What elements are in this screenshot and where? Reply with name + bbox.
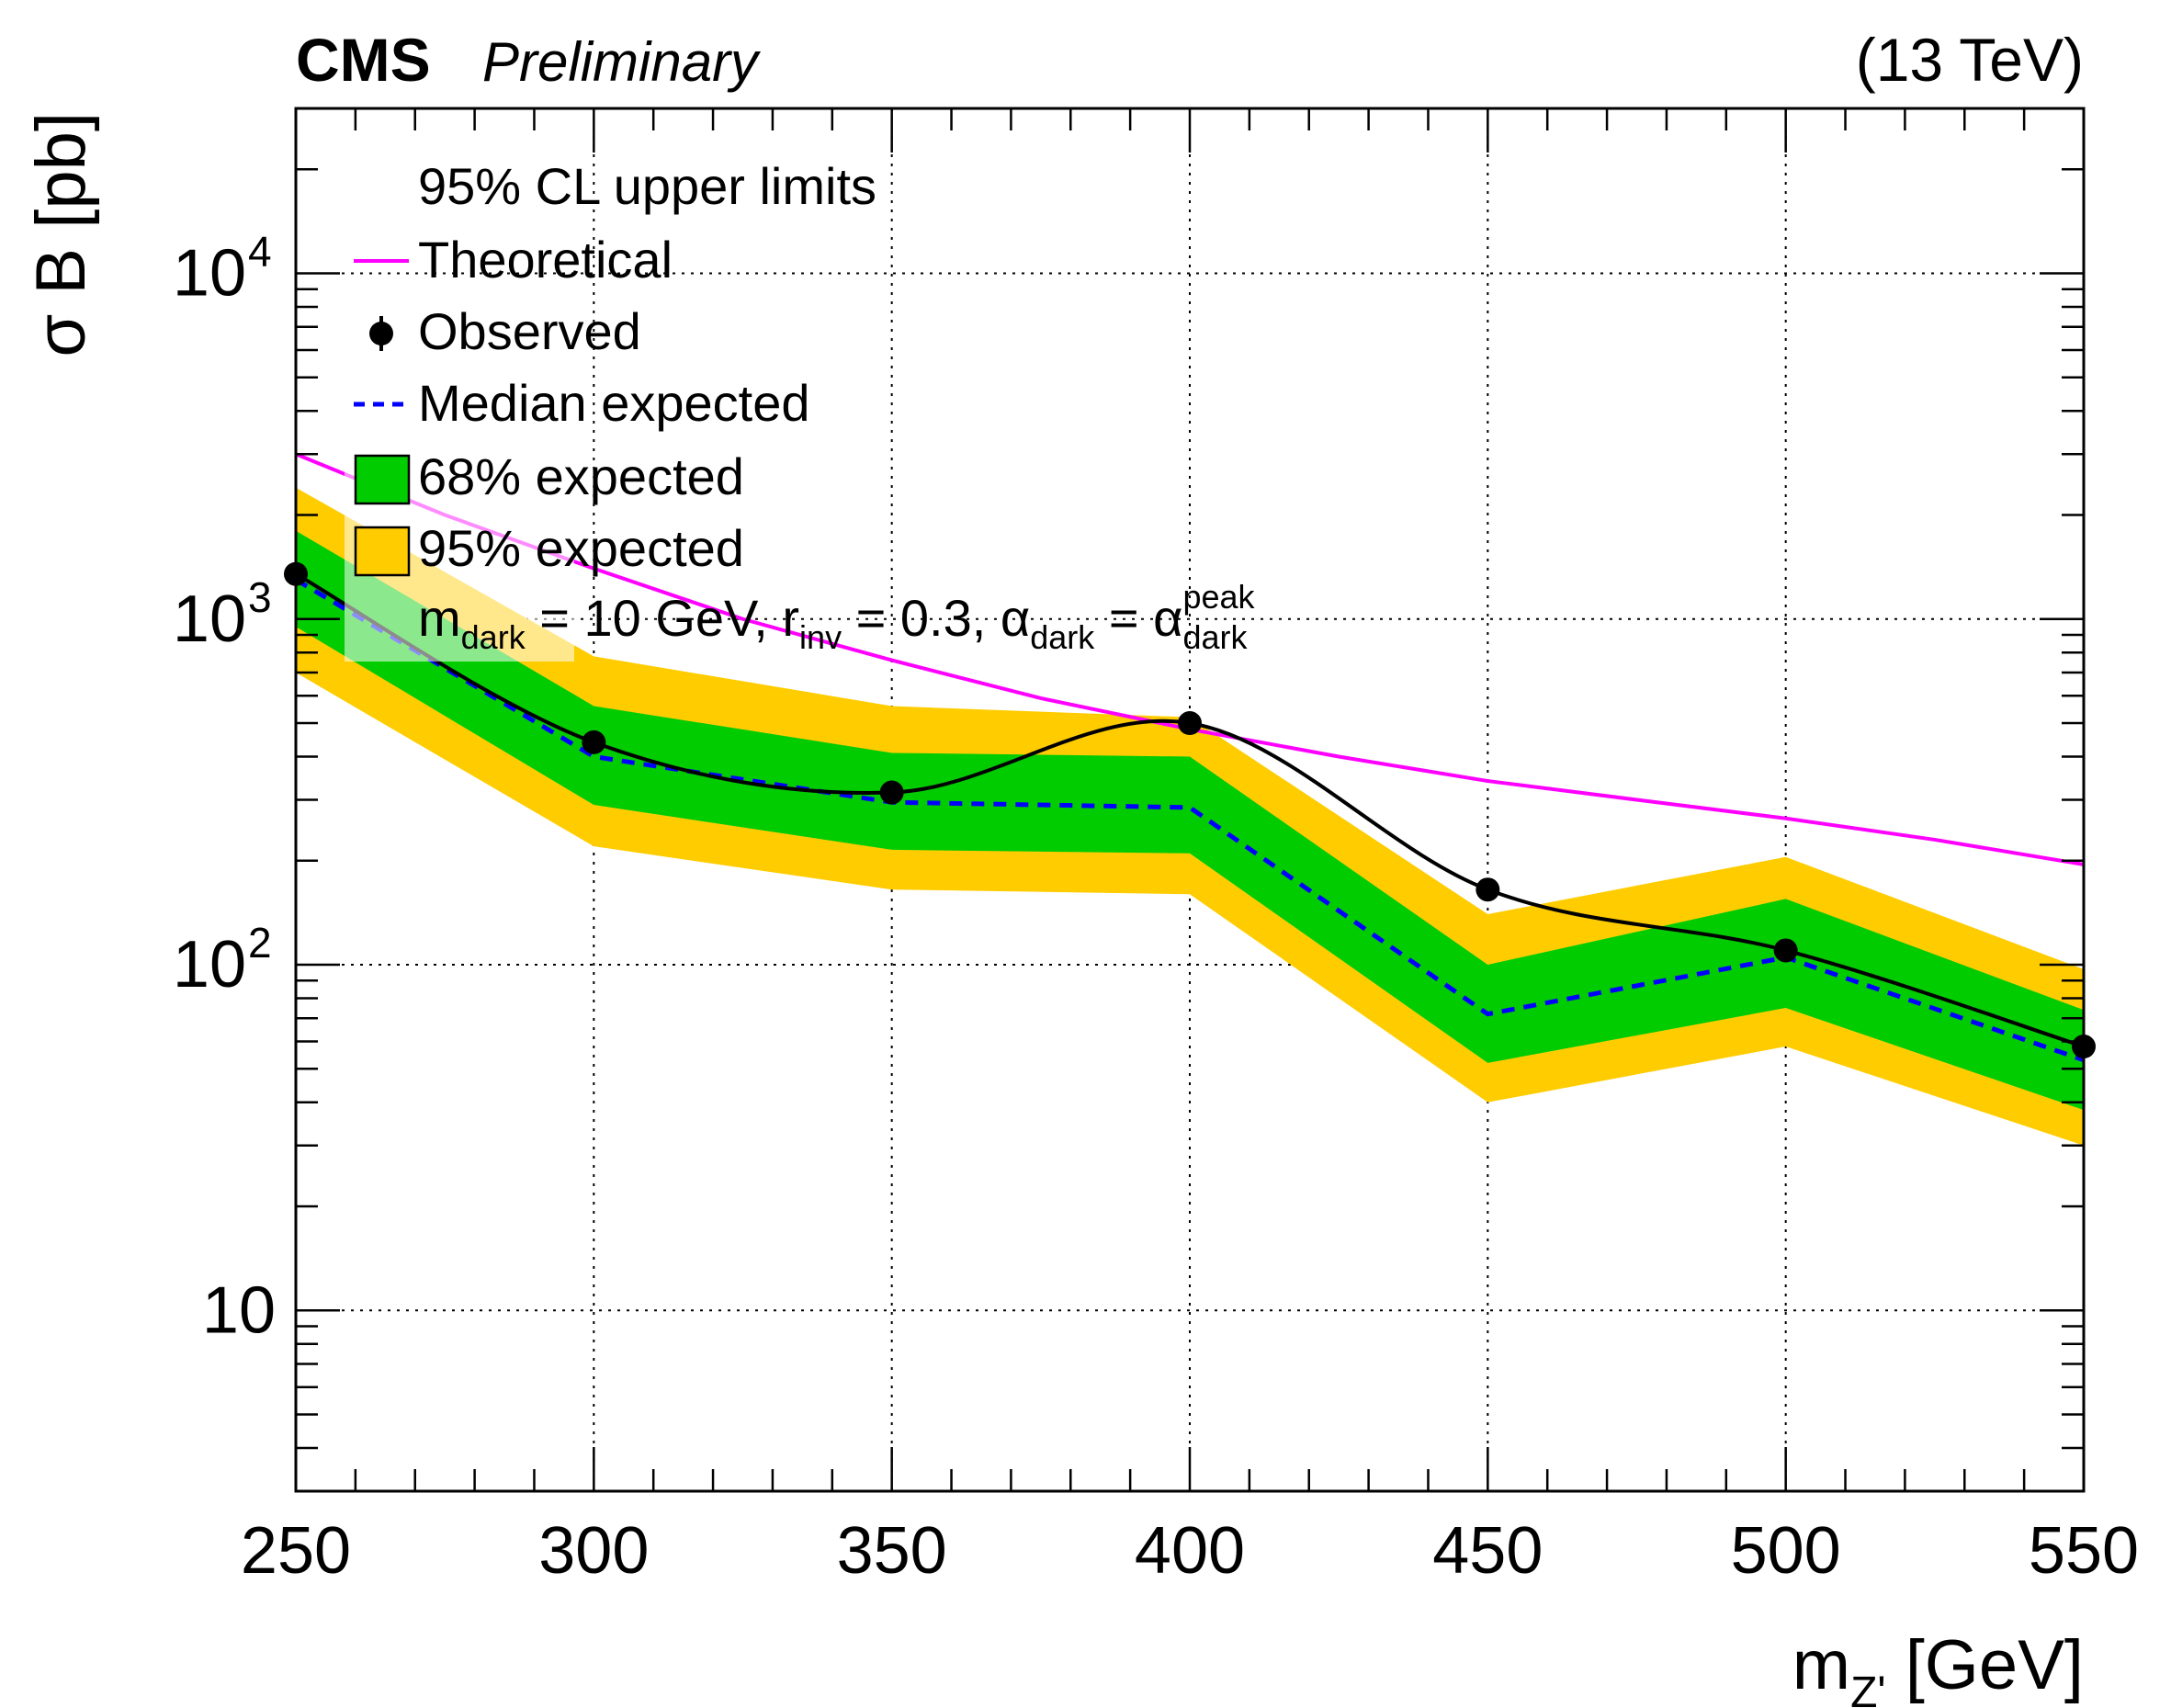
- y-tick-exponent: 4: [248, 228, 272, 276]
- legend-observed-label: Observed: [418, 302, 641, 360]
- legend: 95% CL upper limits Theoretical Observed…: [345, 157, 1256, 662]
- x-tick-label: 450: [1432, 1514, 1543, 1588]
- model-parameters: mdark = 10 GeV, rinv = 0.3, αdark = αdar…: [418, 578, 1256, 656]
- band-68-expected: [296, 530, 2084, 1111]
- observed-point: [2072, 1035, 2096, 1059]
- x-tick-label: 300: [538, 1514, 649, 1588]
- legend-observed-swatch: [369, 322, 393, 345]
- plot-frame: [294, 107, 2086, 1493]
- legend-band68-label: 68% expected: [418, 447, 744, 505]
- legend-theory-label: Theoretical: [418, 231, 673, 288]
- legend-band95-swatch: [354, 526, 411, 577]
- observed-point: [879, 780, 904, 805]
- x-axis-title: mZ' [GeV]: [1792, 1626, 2084, 1708]
- x-tick-label: 250: [241, 1514, 351, 1588]
- observed-point: [284, 561, 308, 586]
- legend-band95-label: 95% expected: [418, 519, 744, 577]
- legend-title: 95% CL upper limits: [418, 157, 876, 215]
- legend-expected-label: Median expected: [418, 374, 810, 432]
- x-tick-label: 350: [837, 1514, 947, 1588]
- legend-band68-swatch: [354, 454, 411, 505]
- x-tick-label: 550: [2029, 1514, 2139, 1588]
- y-axis-title: σ B [pb]: [22, 112, 100, 357]
- experiment-label: CMS: [296, 26, 431, 94]
- y-tick-exponent: 3: [248, 573, 272, 621]
- y-tick-label: 10: [202, 1273, 276, 1347]
- observed-point: [1476, 877, 1500, 902]
- observed-point: [1178, 711, 1202, 736]
- energy-label: (13 TeV): [1856, 26, 2084, 94]
- observed-point: [582, 730, 606, 754]
- y-tick-exponent: 2: [248, 919, 272, 967]
- x-tick-label: 400: [1135, 1514, 1245, 1588]
- y-tick-label: 10: [173, 928, 246, 1001]
- y-tick-label: 10: [173, 237, 246, 311]
- x-tick-label: 500: [1731, 1514, 1841, 1588]
- y-tick-label: 10: [173, 583, 246, 656]
- observed-point: [1773, 938, 1798, 963]
- observed-points: [284, 561, 2096, 1059]
- status-label: Preliminary: [482, 31, 762, 93]
